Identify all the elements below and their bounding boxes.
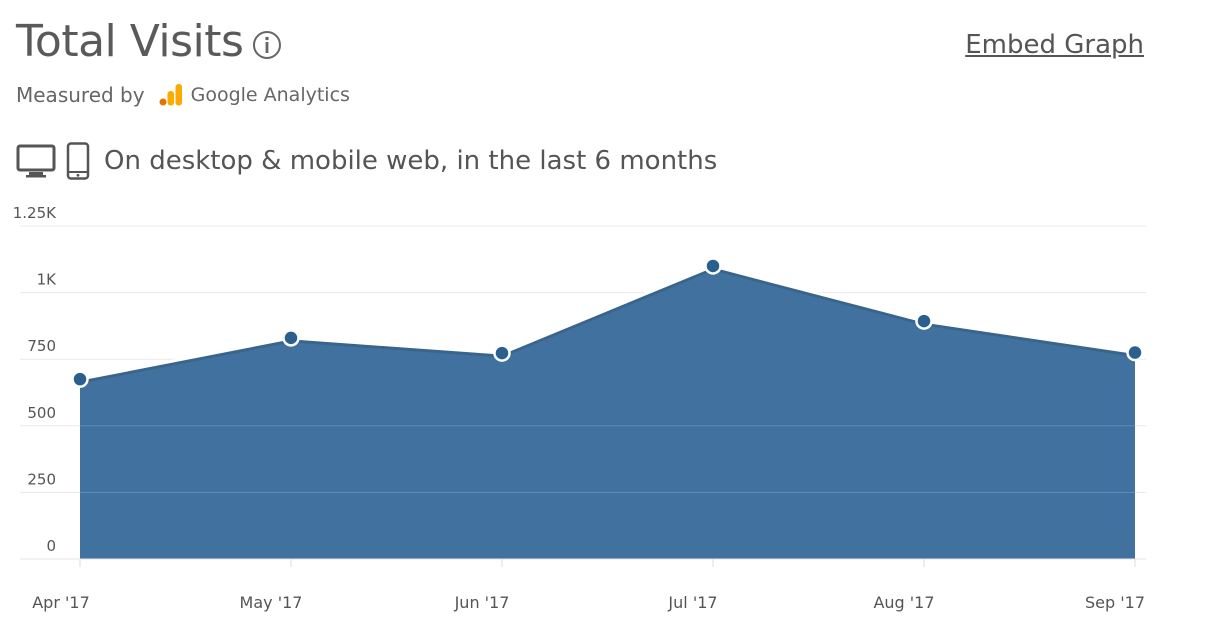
y-tick-label: 500: [27, 404, 56, 422]
y-tick-label: 250: [27, 470, 56, 488]
analytics-name: Google Analytics: [190, 84, 350, 106]
mobile-icon: [66, 142, 90, 180]
series-line-shadow: [79, 265, 1136, 384]
device-scope-row: On desktop & mobile web, in the last 6 m…: [16, 140, 717, 182]
x-tick-label: May '17: [240, 593, 303, 612]
x-tick-label: Apr '17: [32, 593, 90, 612]
data-point: [282, 329, 300, 347]
scope-text: On desktop & mobile web, in the last 6 m…: [104, 146, 718, 176]
y-tick-label: 750: [27, 337, 56, 355]
measured-by-label: Measured by: [16, 83, 145, 107]
y-tick-label: 1K: [37, 271, 58, 289]
desktop-icon: [16, 144, 56, 178]
series-line: [79, 264, 1136, 381]
data-point: [1126, 343, 1144, 362]
visits-area-chart: 0 250 500 750 1K 1.25K Apr '17 May '17 Jun '17 Ju…: [13, 204, 1146, 612]
google-analytics-icon: [159, 84, 182, 106]
page-title: Total Visits: [16, 16, 244, 67]
data-point: [915, 312, 933, 330]
info-icon[interactable]: [252, 30, 282, 60]
data-point: [493, 344, 511, 362]
y-tick-label: 1.25K: [13, 204, 57, 222]
x-tick-label: Aug '17: [873, 593, 934, 612]
data-point: [71, 370, 89, 388]
y-tick-label: 0: [46, 537, 56, 555]
embed-graph-link[interactable]: Embed Graph: [965, 30, 1144, 60]
x-tick-label: Sep '17: [1085, 593, 1145, 612]
area-fill: [80, 265, 1135, 559]
measured-by-row: Measured by Google Analytics: [16, 80, 350, 110]
x-tick-label: Jun '17: [454, 593, 510, 612]
x-tick-label: Jul '17: [667, 593, 717, 612]
data-point: [704, 257, 722, 275]
